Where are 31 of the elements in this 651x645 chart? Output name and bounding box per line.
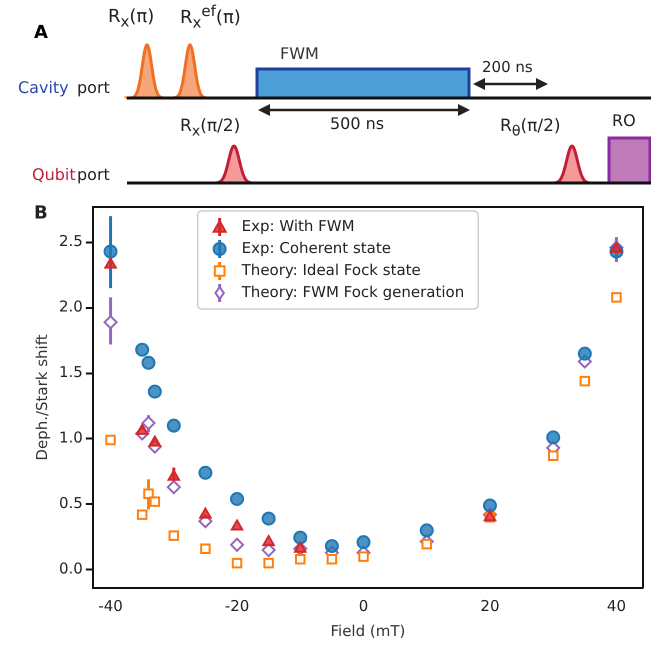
text: 200 ns bbox=[482, 58, 533, 76]
y-tick-label: 1.0 bbox=[58, 428, 83, 447]
legend-label: Exp: Coherent state bbox=[242, 238, 391, 257]
x-tick-label: -40 bbox=[98, 596, 123, 615]
text: port bbox=[77, 165, 110, 184]
y-tick-label: 1.5 bbox=[58, 363, 83, 382]
text: Cavity bbox=[18, 78, 69, 97]
chart-title: B bbox=[34, 202, 48, 224]
x-tick-label: 0 bbox=[358, 596, 368, 615]
text: FWM bbox=[280, 44, 319, 63]
legend-label: Theory: Ideal Fock state bbox=[240, 260, 421, 279]
text: RO bbox=[612, 111, 636, 130]
x-axis-title: Field (mT) bbox=[330, 622, 406, 640]
x-tick-label: -20 bbox=[224, 596, 250, 615]
text: R$_{x}$$^{ef}$(π) bbox=[180, 2, 241, 32]
text: R$_{x}$(π) bbox=[108, 6, 154, 31]
text: 500 ns bbox=[330, 114, 384, 133]
text: R$_{x}$(π/2) bbox=[180, 116, 240, 140]
y-axis-title: Deph./Stark shift bbox=[32, 334, 51, 461]
y-tick-label: 2.0 bbox=[58, 298, 83, 316]
text: R$_{θ}$(π/2) bbox=[500, 116, 561, 140]
text: port bbox=[77, 78, 110, 97]
x-tick-label: 20 bbox=[480, 596, 500, 615]
legend-label: Exp: With FWM bbox=[242, 216, 355, 235]
x-tick-label: 40 bbox=[606, 596, 626, 615]
text: Qubit bbox=[32, 165, 76, 184]
text: A bbox=[34, 22, 48, 43]
y-tick-label: 2.5 bbox=[58, 232, 83, 250]
y-tick-label: 0.0 bbox=[58, 560, 83, 578]
y-tick-label: 0.5 bbox=[58, 494, 83, 512]
legend-label: Theory: FWM Fock generation bbox=[240, 282, 464, 301]
